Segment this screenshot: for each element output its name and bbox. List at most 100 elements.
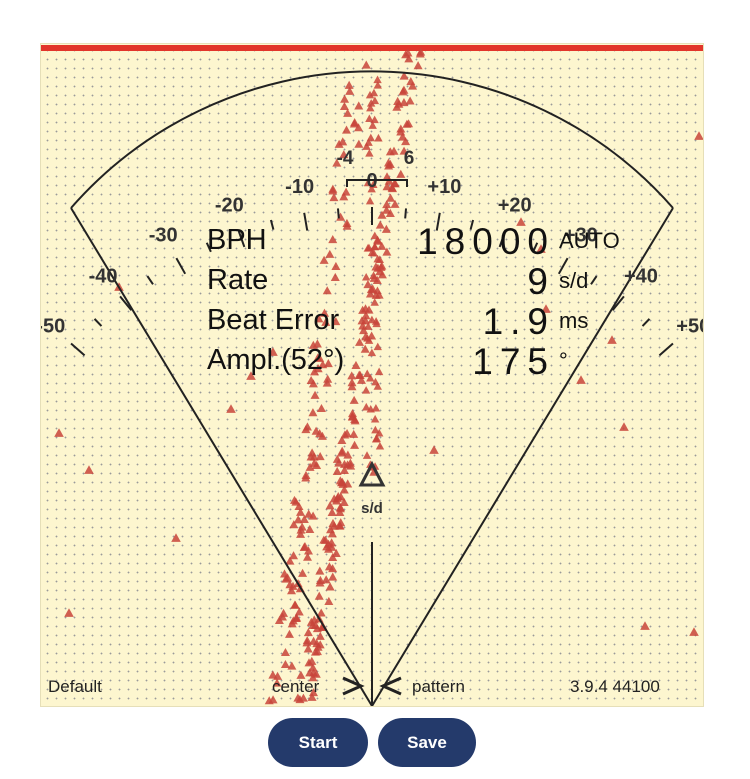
trace-marker <box>305 524 315 533</box>
trace-marker <box>324 562 334 571</box>
bph-label: BPH <box>207 224 267 256</box>
trace-marker <box>339 192 349 201</box>
trace-marker <box>365 114 374 123</box>
scale-label: -30 <box>149 225 178 247</box>
trace-marker <box>367 348 377 357</box>
trace-marker <box>293 515 303 524</box>
rate-unit: s/d <box>559 268 589 293</box>
trace-marker <box>365 149 374 157</box>
amplitude-unit: ° <box>559 348 568 373</box>
trace-marker <box>382 172 392 181</box>
scale-tick <box>237 229 246 248</box>
trace-marker <box>357 316 367 325</box>
trace-marker <box>338 479 348 488</box>
trace-marker <box>319 308 329 317</box>
trace-marker <box>308 663 318 672</box>
trace-marker <box>386 193 396 202</box>
trace-marker <box>694 131 703 140</box>
trace-marker <box>382 205 392 214</box>
trace-marker <box>337 448 347 457</box>
trace-marker <box>321 317 331 326</box>
trace-marker <box>328 552 338 561</box>
trace-marker <box>332 496 342 505</box>
trace-marker <box>382 182 392 191</box>
trace-marker <box>315 575 325 584</box>
trace-marker <box>327 507 337 516</box>
label-layer: -50-40-30-20-100+10+20+30+40+50 <box>41 170 703 338</box>
trace-marker <box>406 76 416 86</box>
trace-marker <box>339 485 349 494</box>
trace-marker <box>320 535 330 544</box>
scale-tick <box>336 208 340 219</box>
trace-marker <box>361 272 371 281</box>
trace-marker <box>362 402 371 411</box>
trace-marker <box>350 416 360 425</box>
trace-marker <box>396 169 406 178</box>
trace-marker <box>289 520 299 529</box>
trace-marker <box>327 542 337 551</box>
trace-marker <box>299 514 309 523</box>
trace-marker <box>315 566 325 575</box>
trace-marker <box>315 353 325 362</box>
trace-marker <box>343 460 353 469</box>
trace-marker <box>374 367 384 376</box>
trace-marker <box>354 139 364 148</box>
trace-marker <box>309 452 319 461</box>
save-button[interactable]: Save <box>378 718 476 767</box>
trace-marker <box>354 370 364 379</box>
trace-marker <box>273 671 283 680</box>
trace-marker <box>361 60 371 69</box>
trace-marker <box>429 445 439 454</box>
trace-marker <box>369 248 378 257</box>
trace-marker <box>398 87 408 96</box>
trace-marker <box>373 81 382 89</box>
trace-marker <box>308 408 318 417</box>
tick-layer <box>70 207 674 357</box>
trace-marker <box>365 289 375 298</box>
bracket-label-left: -4 <box>337 148 354 169</box>
trace-marker <box>370 242 379 251</box>
start-button[interactable]: Start <box>268 718 368 767</box>
trace-marker <box>306 617 316 626</box>
trace-marker <box>288 581 298 590</box>
trace-marker <box>338 137 348 146</box>
amplitude-label: Ampl.(52°) <box>207 344 345 376</box>
trace-marker <box>315 631 325 640</box>
trace-marker <box>382 247 392 256</box>
trace-marker <box>371 434 381 443</box>
trace-marker <box>371 317 381 325</box>
trace-marker <box>343 450 353 459</box>
trace-marker <box>373 342 382 351</box>
trace-marker <box>376 262 386 271</box>
trace-marker <box>354 101 364 110</box>
trace-marker <box>366 404 375 413</box>
trace-marker <box>374 133 383 142</box>
trace-marker <box>373 236 383 245</box>
trace-marker <box>413 61 423 70</box>
trace-marker <box>84 465 94 474</box>
trace-marker <box>342 221 352 230</box>
trace-marker <box>335 521 345 530</box>
trace-marker <box>368 284 378 293</box>
center-label[interactable]: center <box>272 677 320 696</box>
trace-marker <box>328 572 338 581</box>
trace-marker <box>328 518 338 527</box>
scale-tick <box>658 342 674 357</box>
trace-marker <box>339 150 349 159</box>
sector-left-edge <box>70 207 373 706</box>
trace-marker <box>335 504 345 513</box>
scale-label: -40 <box>89 265 118 287</box>
pattern-label[interactable]: pattern <box>412 677 465 696</box>
trace-marker <box>640 621 650 630</box>
scale-tick <box>590 275 598 285</box>
profile-label[interactable]: Default <box>48 677 102 696</box>
trace-marker <box>284 629 294 638</box>
trace-marker <box>375 428 384 437</box>
trace-marker <box>361 311 371 320</box>
trace-marker <box>315 452 325 461</box>
trace-marker <box>294 607 304 616</box>
trace-marker <box>365 90 375 99</box>
trace-marker <box>332 158 342 167</box>
trace-marker <box>349 429 359 438</box>
trace-marker <box>340 94 350 103</box>
